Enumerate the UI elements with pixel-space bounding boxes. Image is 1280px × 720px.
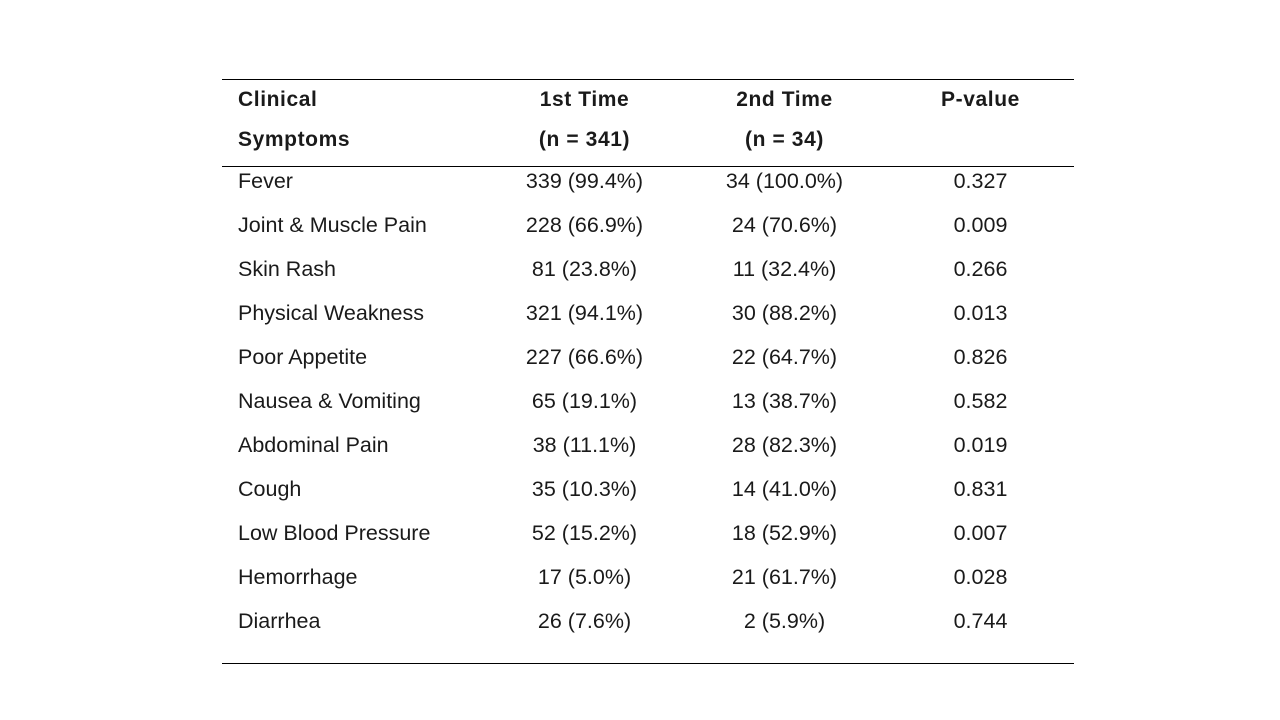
second-time-cell: 2 (5.9%) <box>682 606 887 664</box>
header-clinical-symptoms: Clinical Symptoms <box>238 88 351 151</box>
symptom-cell: Poor Appetite <box>238 345 368 369</box>
first-time-cell: 228 (66.9%) <box>525 213 644 237</box>
symptom-cell: Abdominal Pain <box>238 433 389 457</box>
symptom-cell: Hemorrhage <box>238 565 358 589</box>
symptom-cell: Physical Weakness <box>238 301 425 325</box>
table-row: Abdominal Pain 38 (11.1%) 28 (82.3%) 0.019 <box>222 430 1074 474</box>
symptom-cell: Cough <box>238 477 302 501</box>
second-time-cell: 28 (82.3%) <box>731 433 838 457</box>
first-time-cell: 52 (15.2%) <box>531 521 638 545</box>
second-time-cell: 22 (64.7%) <box>731 345 838 369</box>
p-value-cell: 0.582 <box>953 389 1008 413</box>
p-value-cell: 0.831 <box>953 477 1008 501</box>
second-time-cell: 34 (100.0%) <box>682 166 887 210</box>
p-value-cell: 0.009 <box>953 213 1008 237</box>
p-value-cell: 0.013 <box>953 301 1008 325</box>
symptom-cell: Nausea & Vomiting <box>238 389 421 413</box>
p-value-cell: 0.028 <box>953 565 1008 589</box>
table-row: Physical Weakness 321 (94.1%) 30 (88.2%) 0.… <box>222 298 1074 342</box>
header-p-value: P-value <box>941 88 1020 111</box>
second-time-cell: 21 (61.7%) <box>731 565 838 589</box>
table-row: Diarrhea 26 (7.6%) 2 (5.9%) 0.744 <box>222 606 1074 664</box>
table-row: Hemorrhage 17 (5.0%) 21 (61.7%) 0.028 <box>222 562 1074 606</box>
p-value-cell: 0.266 <box>953 257 1008 281</box>
table-header: Clinical Symptoms 1st Time (n = 341) 2nd… <box>222 79 1074 167</box>
second-time-cell: 30 (88.2%) <box>731 301 838 325</box>
symptom-cell: Diarrhea <box>222 606 487 664</box>
first-time-cell: 38 (11.1%) <box>532 433 637 457</box>
first-time-cell: 35 (10.3%) <box>531 477 638 501</box>
first-time-cell: 321 (94.1%) <box>525 301 644 325</box>
first-time-cell: 339 (99.4%) <box>487 166 682 210</box>
first-time-cell: 26 (7.6%) <box>487 606 682 664</box>
symptoms-table-container: Clinical Symptoms 1st Time (n = 341) 2nd… <box>222 79 1074 664</box>
p-value-cell: 0.019 <box>953 433 1008 457</box>
header-row: Clinical Symptoms 1st Time (n = 341) 2nd… <box>222 80 1074 167</box>
second-time-cell: 14 (41.0%) <box>731 477 838 501</box>
p-value-cell: 0.327 <box>887 166 1074 210</box>
symptom-cell: Skin Rash <box>238 257 336 281</box>
table-row: Cough 35 (10.3%) 14 (41.0%) 0.831 <box>222 474 1074 518</box>
table-row: Nausea & Vomiting 65 (19.1%) 13 (38.7%) 0.5… <box>222 386 1074 430</box>
first-time-cell: 65 (19.1%) <box>531 389 638 413</box>
p-value-cell: 0.744 <box>887 606 1074 664</box>
symptoms-table: Clinical Symptoms 1st Time (n = 341) 2nd… <box>222 79 1074 664</box>
table-row: Poor Appetite 227 (66.6%) 22 (64.7%) 0.826 <box>222 342 1074 386</box>
first-time-cell: 81 (23.8%) <box>531 257 638 281</box>
table-body: Fever 339 (99.4%) 34 (100.0%) 0.327 Joint & … <box>222 166 1074 664</box>
table-row: Fever 339 (99.4%) 34 (100.0%) 0.327 <box>222 166 1074 210</box>
p-value-cell: 0.826 <box>953 345 1008 369</box>
table-row: Low Blood Pressure 52 (15.2%) 18 (52.9%) 0.… <box>222 518 1074 562</box>
symptom-cell: Joint & Muscle Pain <box>238 213 427 237</box>
second-time-cell: 24 (70.6%) <box>731 213 838 237</box>
table-row: Skin Rash 81 (23.8%) 11 (32.4%) 0.266 <box>222 254 1074 298</box>
symptom-cell: Fever <box>222 166 487 210</box>
p-value-cell: 0.007 <box>953 521 1008 545</box>
table-row: Joint & Muscle Pain 228 (66.9%) 24 (70.6%)… <box>222 210 1074 254</box>
first-time-cell: 227 (66.6%) <box>525 345 644 369</box>
header-first-time: 1st Time (n = 341) <box>538 88 631 151</box>
symptom-cell: Low Blood Pressure <box>238 521 431 545</box>
first-time-cell: 17 (5.0%) <box>537 565 632 589</box>
second-time-cell: 11 (32.4%) <box>732 257 837 281</box>
second-time-cell: 18 (52.9%) <box>731 521 838 545</box>
second-time-cell: 13 (38.7%) <box>731 389 838 413</box>
header-second-time: 2nd Time (n = 34) <box>736 88 833 151</box>
